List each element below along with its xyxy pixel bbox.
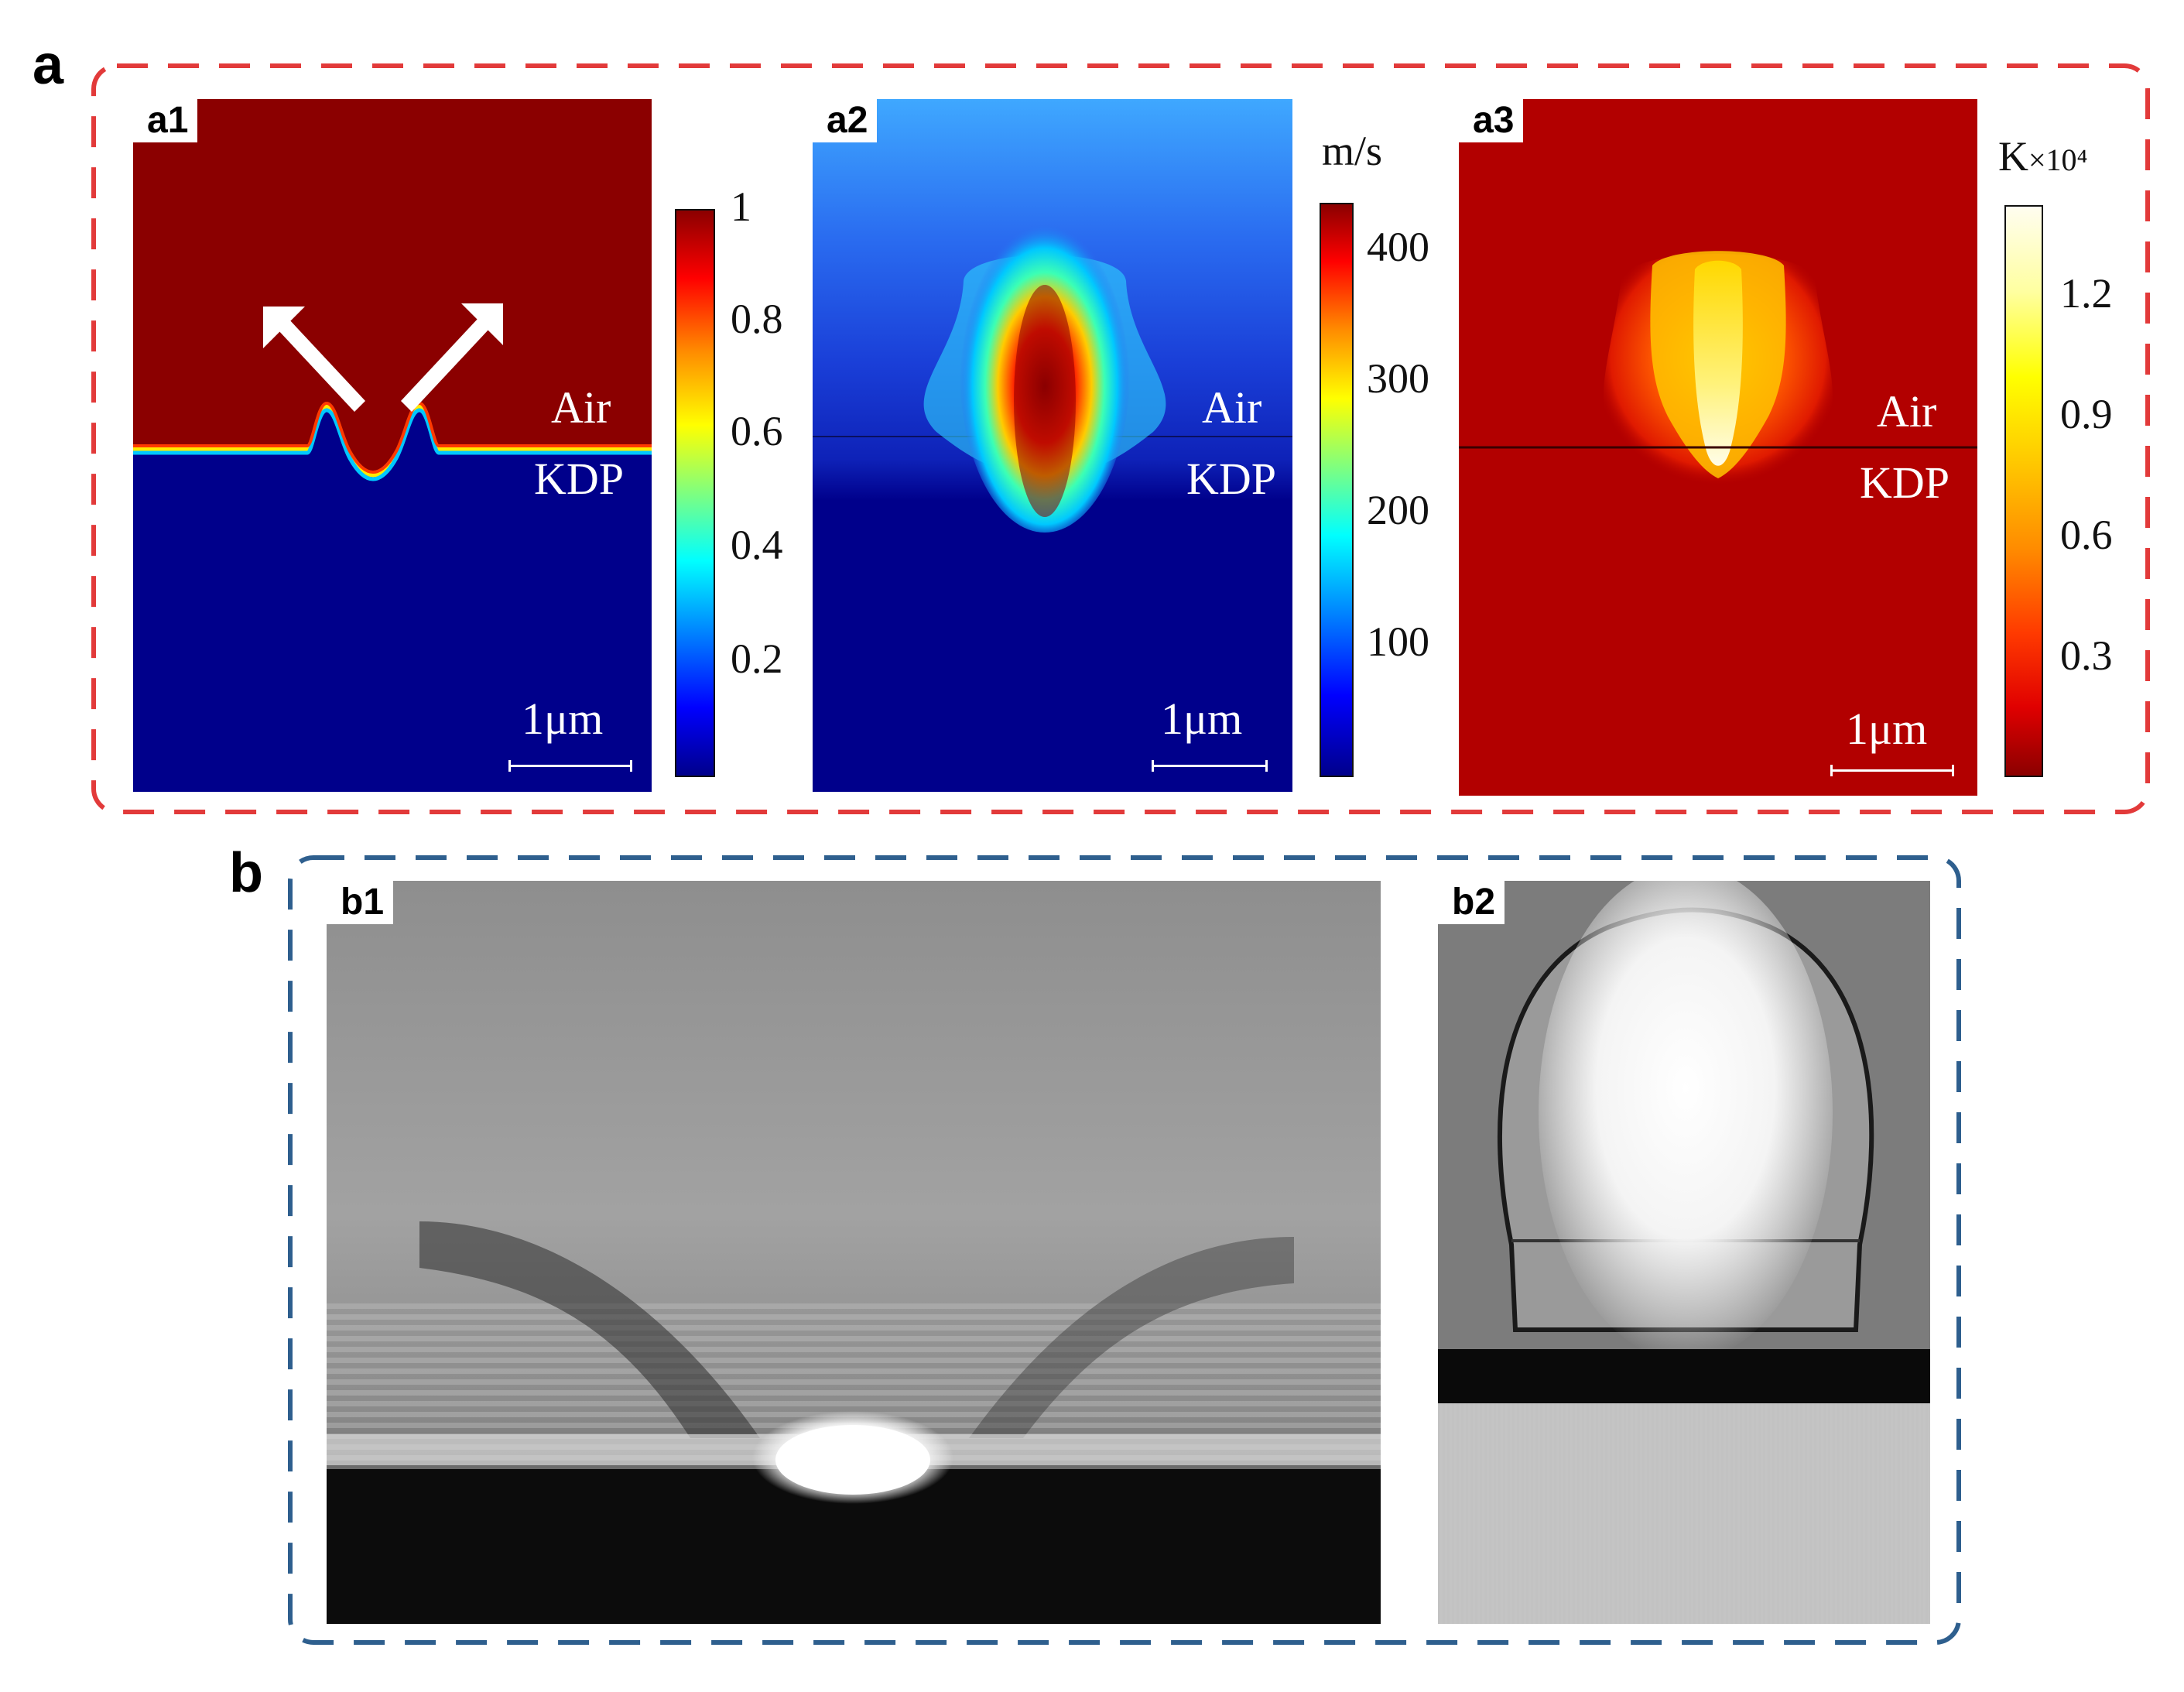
a1-kdp-label: KDP: [534, 454, 625, 504]
a3-colorbar-tick: 0.3: [2060, 632, 2113, 679]
section-a-frame: [91, 63, 2150, 814]
a3-scale-bar: [1830, 765, 1954, 776]
a1-colorbar-tick: 1: [731, 183, 751, 230]
panel-b2: b2: [1438, 881, 1930, 1624]
panel-a3-tag: a3: [1459, 99, 1524, 142]
a3-colorbar-tick: 1.2: [2060, 270, 2113, 317]
section-b-frame: [288, 855, 1961, 1645]
a2-air-label: Air: [1202, 382, 1262, 433]
b1-shadowgraph-image: [327, 881, 1381, 1624]
a2-colorbar: [1320, 203, 1354, 777]
panel-a3: a3 Air KDP 1μm: [1459, 99, 1977, 796]
panel-b1-tag: b1: [327, 881, 394, 924]
a1-scale-bar: [508, 760, 632, 772]
a1-scale-label: 1μm: [522, 694, 604, 744]
a1-phase-field-plot: [133, 99, 652, 792]
a1-colorbar-tick: 0.2: [731, 635, 783, 682]
section-b-dashed-border: [288, 855, 1961, 1645]
a2-scale-bar: [1152, 760, 1268, 772]
a2-colorbar-tick: 200: [1367, 487, 1429, 533]
a3-colorbar: [2004, 205, 2043, 777]
a3-temperature-plot: [1459, 251, 1977, 486]
a2-colorbar-tick: 300: [1367, 355, 1429, 402]
a2-velocity-plot: [813, 207, 1292, 533]
a2-kdp-label: KDP: [1186, 454, 1277, 504]
a3-colorbar-tick: 0.6: [2060, 512, 2113, 558]
a2-colorbar-tick: 100: [1367, 618, 1429, 665]
section-a-dashed-border: [91, 63, 2150, 814]
a2-colorbar-tick: 400: [1367, 224, 1429, 270]
a2-scale-label: 1μm: [1161, 694, 1243, 744]
panel-a2-tag: a2: [813, 99, 878, 142]
panel-a1-tag: a1: [133, 99, 198, 142]
a3-air-label: Air: [1877, 386, 1937, 437]
b2-bubble-image: [1438, 881, 1930, 1624]
panel-a2: a2 Air KDP 1μm: [813, 99, 1292, 792]
a3-unit-multiplier: ×10⁴: [2028, 142, 2088, 177]
a1-air-label: Air: [551, 382, 611, 433]
a3-kdp-label: KDP: [1860, 457, 1950, 508]
panel-b2-tag: b2: [1438, 881, 1505, 924]
a1-ejection-arrows: [263, 303, 503, 412]
a1-colorbar-tick: 0.8: [731, 296, 783, 342]
panel-a1: a1 Air KDP 1μm: [133, 99, 652, 792]
a1-colorbar-tick: 0.4: [731, 522, 783, 568]
section-a-label: a: [33, 34, 64, 96]
a3-colorbar-tick: 0.9: [2060, 391, 2113, 437]
a3-colorbar-unit: K×10⁴: [1998, 135, 2088, 177]
a3-scale-label: 1μm: [1846, 704, 1928, 754]
section-b-label: b: [229, 842, 263, 904]
a1-colorbar-tick: 0.6: [731, 408, 783, 454]
panel-b1: b1: [327, 881, 1381, 1624]
a3-unit-symbol: K: [1998, 133, 2028, 180]
a1-colorbar: [675, 209, 715, 777]
a2-colorbar-unit: m/s: [1322, 128, 1383, 174]
